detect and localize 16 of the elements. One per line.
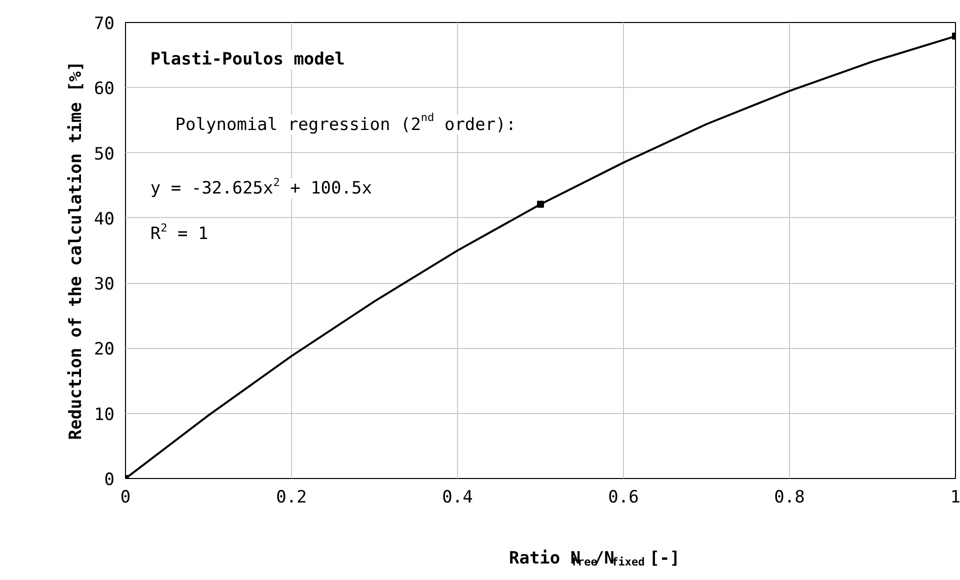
y-tick-label: 20 bbox=[94, 340, 115, 360]
y-axis-title: Reduction of the calculation time [%] bbox=[66, 61, 86, 440]
y-tick-label: 30 bbox=[94, 274, 115, 295]
y-tick-label: 70 bbox=[94, 14, 115, 34]
y-tick-label: 40 bbox=[94, 209, 115, 230]
x-tick-label: 0.6 bbox=[608, 488, 639, 508]
x-tick-label: 0 bbox=[120, 488, 131, 508]
x-tick-label: 0.8 bbox=[774, 488, 805, 508]
y-tick-label: 50 bbox=[94, 144, 115, 164]
y-tick-label: 60 bbox=[94, 79, 115, 100]
x-tick-label: 0.4 bbox=[442, 488, 473, 508]
y-tick-label: 0 bbox=[104, 470, 115, 490]
annotation: Plasti-Poulos model bbox=[150, 50, 345, 70]
y-tick-label: 10 bbox=[94, 404, 115, 425]
x-tick-label: 1 bbox=[950, 488, 960, 508]
x-tick-label: 0.2 bbox=[276, 488, 307, 508]
